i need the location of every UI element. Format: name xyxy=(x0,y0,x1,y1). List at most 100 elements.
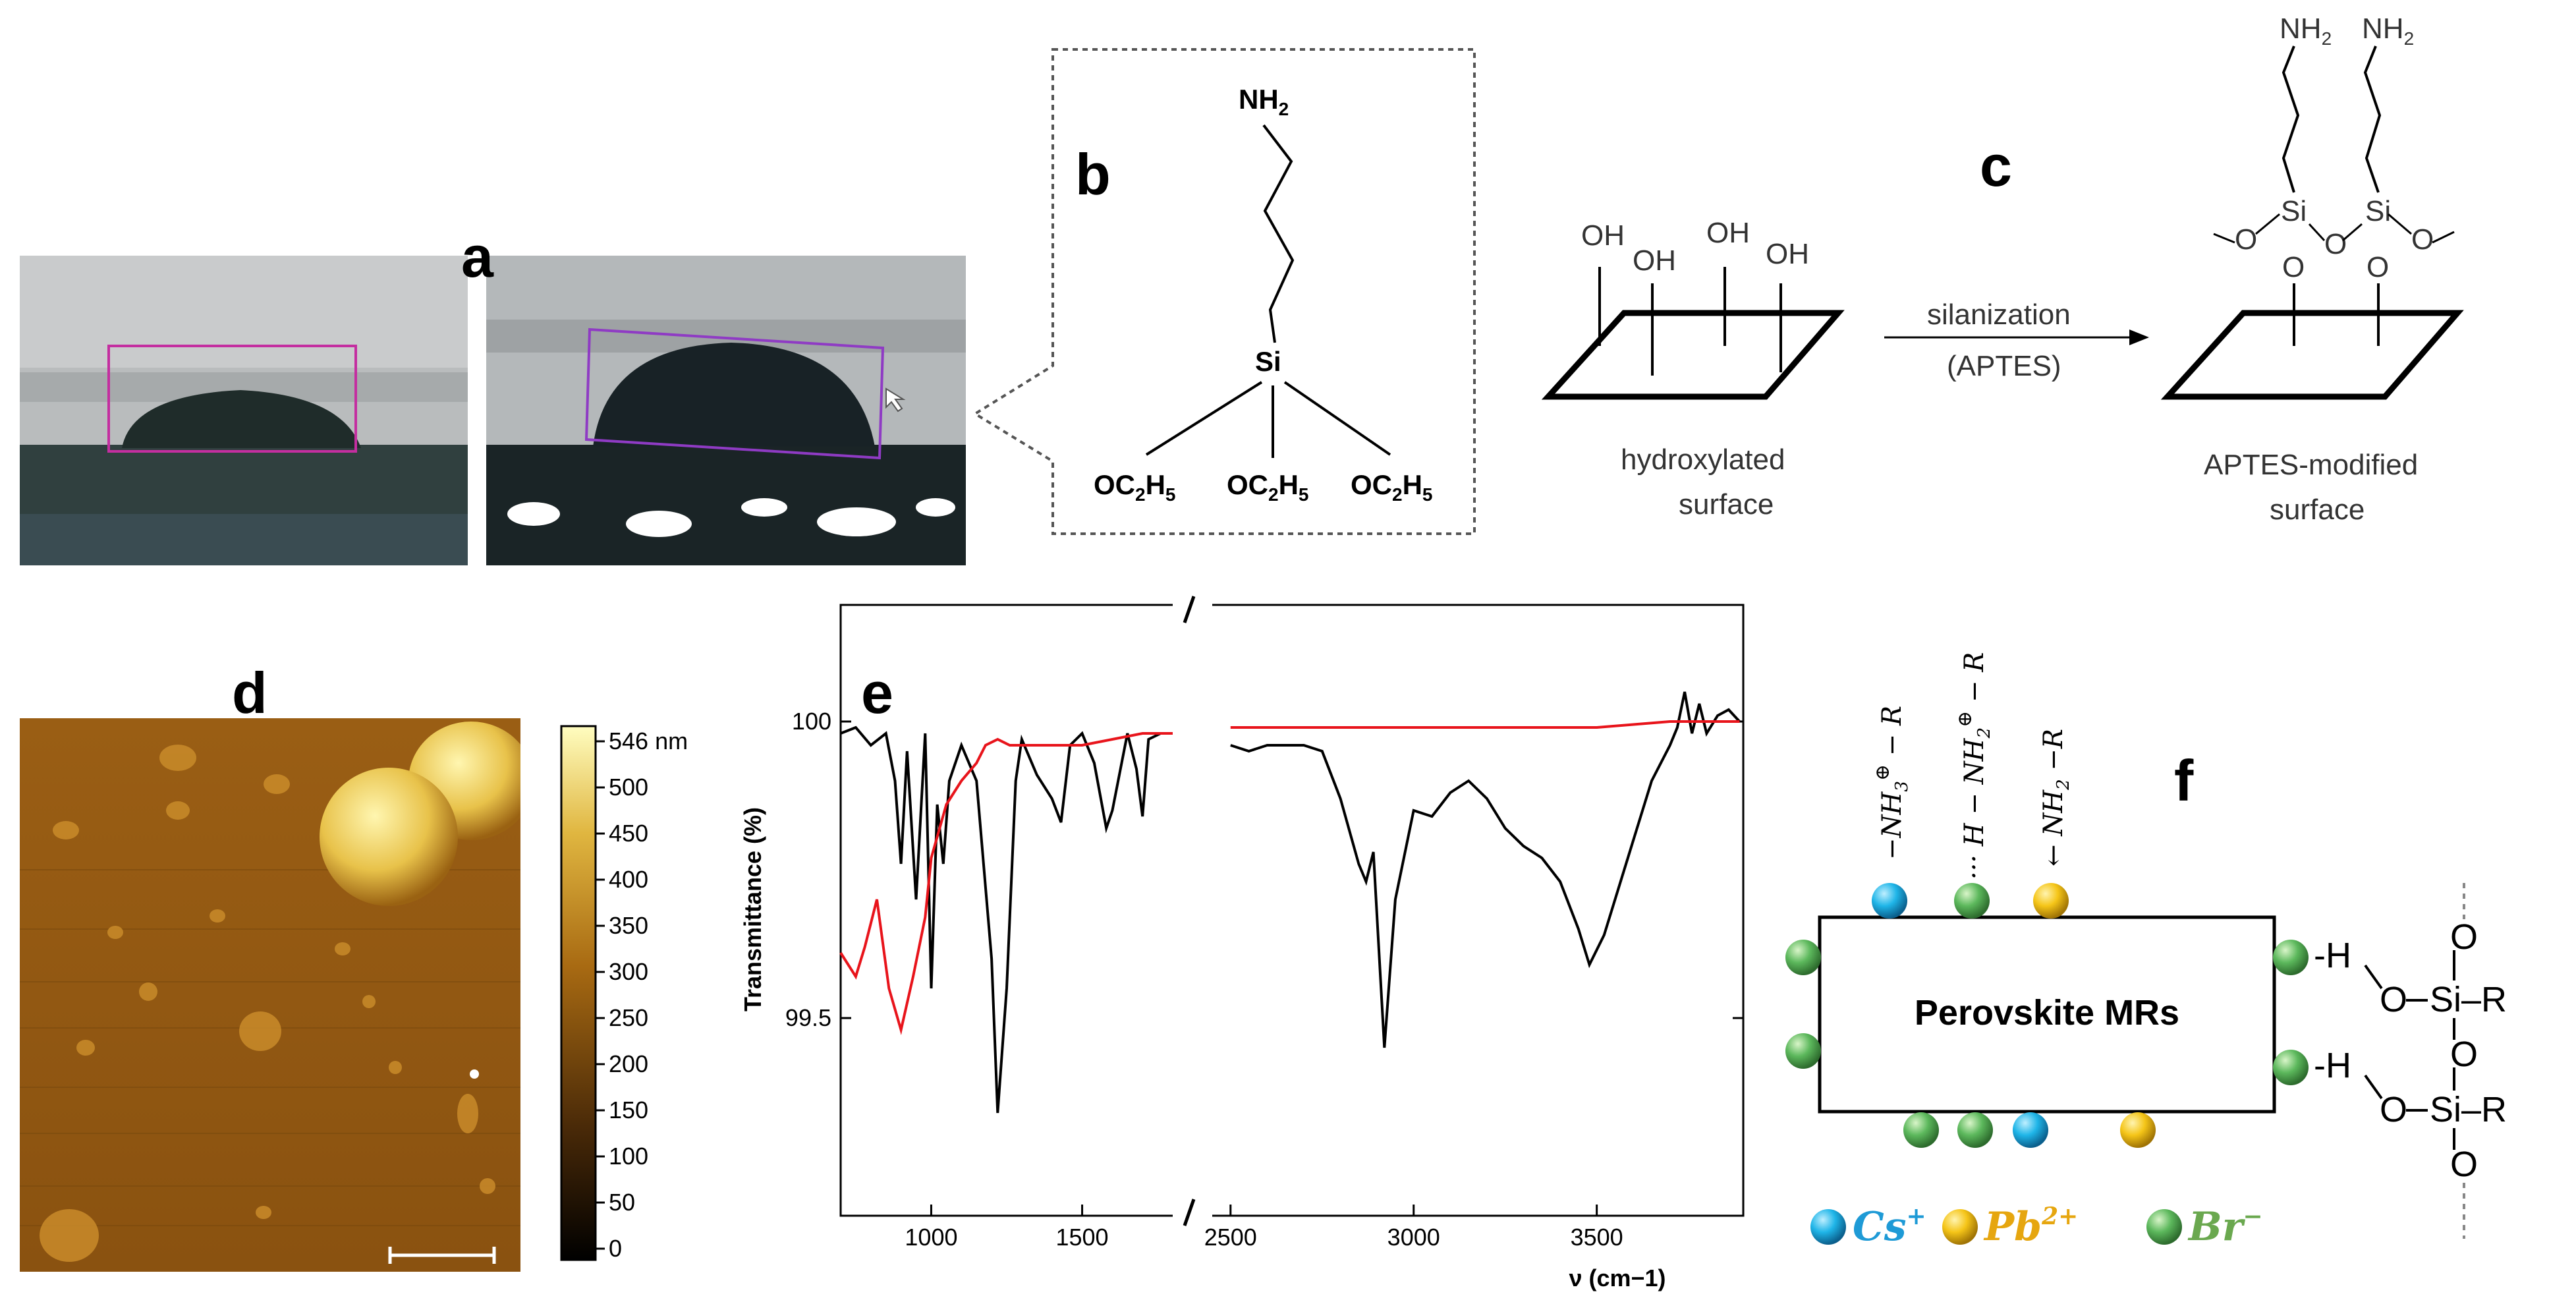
c-nh2-1: NH2 xyxy=(2280,13,2332,49)
legend-pb-label: Pb2+ xyxy=(1983,1203,2078,1250)
afm-image: 1 μm xyxy=(20,718,520,1301)
x-tick-label: 3000 xyxy=(1387,1224,1440,1251)
ion-pb-bottom xyxy=(2120,1112,2156,1148)
hydroxylated-caption-1: hydroxylated xyxy=(1621,443,1785,476)
h-label-2: -H xyxy=(2314,1046,2351,1085)
b-si-label: Si xyxy=(1255,346,1281,377)
panel-d: d xyxy=(20,660,688,1301)
x-tick-label: 3500 xyxy=(1571,1224,1623,1251)
x-tick-label: 1000 xyxy=(905,1224,957,1251)
top-label-nh3: −NH3⊕ − R xyxy=(1871,706,1912,860)
panel-a: a xyxy=(20,224,966,565)
contact-angle-photo-2 xyxy=(486,256,966,565)
c-o-2: O xyxy=(2366,251,2389,283)
colorbar-tick-label: 0 xyxy=(609,1235,622,1262)
h-label-1: -H xyxy=(2314,936,2351,975)
panel-label-b: b xyxy=(1075,142,1111,207)
callout-box xyxy=(972,48,1476,535)
ion-cs-top xyxy=(1872,883,1907,919)
axis-break-top xyxy=(1183,596,1196,623)
contact-angle-photo-1 xyxy=(20,256,468,565)
c-methoxy-right: O xyxy=(2411,223,2434,256)
c-o-bridge: O xyxy=(2324,228,2347,260)
c-chain-2 xyxy=(2363,45,2382,193)
panel-label-c: c xyxy=(1980,133,2012,198)
ion-br-left-1 xyxy=(1785,940,1821,975)
ion-pb-top xyxy=(2033,883,2069,919)
hydroxylated-caption-2: surface xyxy=(1679,488,1774,521)
b-oc2h5-2: OC2H5 xyxy=(1227,469,1309,505)
si-r-1: Si–R xyxy=(2430,980,2507,1019)
ion-br-left-2 xyxy=(1785,1033,1821,1069)
top-label-nh2: ← NH2 −R xyxy=(2038,729,2073,866)
c-si-2: Si xyxy=(2365,195,2391,227)
oh-1: OH xyxy=(1581,219,1625,252)
series-black-segment-2 xyxy=(1230,691,1741,1048)
oh-4: OH xyxy=(1766,238,1809,270)
panel-f: f Perovskite MRs −NH3⊕ − R ··· H − NH2⊕ … xyxy=(1785,652,2507,1250)
panel-label-f: f xyxy=(2174,748,2194,813)
colorbar-tick-label: 100 xyxy=(609,1143,648,1170)
x-axis-label: ν (cm−1) xyxy=(1569,1264,1666,1292)
colorbar-tick-label: 500 xyxy=(609,774,648,801)
b-propyl-chain xyxy=(1262,124,1295,343)
ion-br-bottom-2 xyxy=(1903,1112,1939,1148)
top-label-nh2-h: ··· H − NH2⊕ − R xyxy=(1953,652,1994,880)
axis-break-bottom xyxy=(1183,1199,1196,1226)
legend-cs-label: Cs+ xyxy=(1853,1203,1926,1250)
silanization-label: silanization xyxy=(1927,298,2071,331)
ion-cs-bottom xyxy=(2013,1112,2048,1148)
c-methoxy-left: O xyxy=(2235,223,2257,256)
c-o-1: O xyxy=(2282,251,2305,283)
hydroxylated-plane xyxy=(1541,310,1845,400)
ion-br-bottom-1 xyxy=(1957,1112,1993,1148)
series-black-segment-1 xyxy=(840,725,1173,1114)
svg-text:−NH3⊕ − R: −NH3⊕ − R xyxy=(1871,706,1912,860)
oh-3: OH xyxy=(1706,217,1750,249)
aptes-label: (APTES) xyxy=(1947,350,2061,382)
c-chain-1 xyxy=(2282,45,2300,193)
panel-b: b NH2 Si OC2H5 OC2H5 OC2H5 xyxy=(972,48,1476,535)
y-tick-label: 99.5 xyxy=(785,1004,831,1031)
panel-label-d: d xyxy=(232,660,267,725)
oh-2: OH xyxy=(1633,244,1676,277)
svg-text:··· H − NH2⊕ − R: ··· H − NH2⊕ − R xyxy=(1953,652,1994,880)
x-tick-label: 1500 xyxy=(1055,1224,1108,1251)
series-red-segment-1 xyxy=(839,732,1173,1035)
si-r-2: Si–R xyxy=(2430,1090,2507,1129)
panel-e: e Transmittance (%) ν (cm−1) 1000 1500 250… xyxy=(739,593,1745,1292)
c-si-1: Si xyxy=(2281,195,2307,227)
colorbar-tick-label: 400 xyxy=(609,866,648,893)
colorbar xyxy=(560,725,597,1261)
b-oc2h5-1: OC2H5 xyxy=(1094,469,1176,505)
colorbar-tick-label: 200 xyxy=(609,1050,648,1077)
x-tick-label: 2500 xyxy=(1204,1224,1257,1251)
legend-cs-dot xyxy=(1810,1209,1846,1245)
scale-bar-label: 1 μm xyxy=(410,1273,466,1301)
colorbar-tick-label: 546 nm xyxy=(609,727,688,754)
o-link-2: O xyxy=(2380,1090,2407,1129)
colorbar-tick-label: 50 xyxy=(609,1189,635,1216)
ion-legend: Cs+ Pb2+ Br− xyxy=(1810,1203,2263,1250)
legend-br-dot xyxy=(2146,1209,2182,1245)
aptes-caption-1: APTES-modified xyxy=(2204,449,2418,481)
panel-label-a: a xyxy=(461,224,494,289)
y-tick-label: 100 xyxy=(792,708,831,735)
legend-br-label: Br− xyxy=(2187,1203,2263,1250)
aptes-plane xyxy=(2160,310,2464,400)
colorbar-tick-label: 350 xyxy=(609,912,648,939)
panel-c: c OH OH OH OH hydroxylated surface silan… xyxy=(1541,13,2464,526)
svg-text:← NH2 −R: ← NH2 −R xyxy=(2038,729,2073,866)
colorbar-tick-label: 150 xyxy=(609,1096,648,1123)
y-axis-label: Transmittance (%) xyxy=(739,807,766,1011)
ion-br-top xyxy=(1954,883,1990,919)
o-bottom: O xyxy=(2450,1145,2478,1184)
legend-pb-dot xyxy=(1942,1209,1978,1245)
b-oc2h5-3: OC2H5 xyxy=(1351,469,1433,505)
colorbar-tick-label: 300 xyxy=(609,958,648,985)
plot-frame xyxy=(839,604,1745,1217)
o-link-1: O xyxy=(2380,980,2407,1019)
chart-layer: 1000 1500 2500 3000 3500 100 99.5 xyxy=(785,691,1743,1251)
